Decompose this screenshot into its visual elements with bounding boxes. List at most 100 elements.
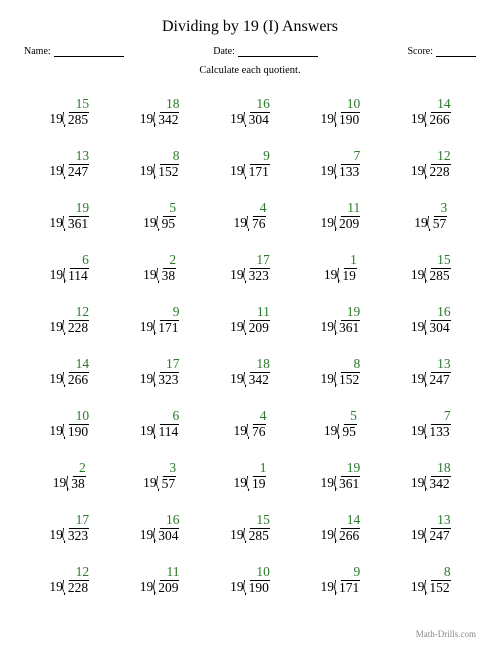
dividend: 285 bbox=[425, 268, 450, 283]
divisor: 19 bbox=[321, 216, 336, 230]
long-division: 919171 bbox=[230, 149, 270, 178]
long-division: 1619304 bbox=[411, 305, 451, 334]
problem: 919171 bbox=[114, 294, 204, 346]
meta-row: Name: Date: Score: bbox=[24, 46, 476, 57]
dividend: 95 bbox=[338, 424, 357, 439]
division-body: 19285 bbox=[230, 528, 270, 543]
dividend: 304 bbox=[154, 528, 179, 543]
problem: 51995 bbox=[114, 190, 204, 242]
long-division: 919171 bbox=[321, 565, 361, 594]
page-title: Dividing by 19 (I) Answers bbox=[24, 18, 476, 36]
quotient: 17 bbox=[140, 357, 180, 371]
dividend: 190 bbox=[335, 112, 360, 127]
quotient: 14 bbox=[49, 357, 89, 371]
long-division: 1419266 bbox=[321, 513, 361, 542]
problem: 21938 bbox=[24, 450, 114, 502]
dividend: 57 bbox=[158, 476, 177, 491]
dividend: 285 bbox=[245, 528, 270, 543]
division-body: 19209 bbox=[321, 216, 361, 231]
quotient: 3 bbox=[414, 201, 447, 215]
long-division: 1919361 bbox=[49, 201, 89, 230]
dividend: 342 bbox=[154, 112, 179, 127]
problem: 1619304 bbox=[114, 502, 204, 554]
dividend: 247 bbox=[425, 372, 450, 387]
division-body: 19323 bbox=[230, 268, 270, 283]
quotient: 4 bbox=[233, 201, 266, 215]
quotient: 5 bbox=[143, 201, 176, 215]
quotient: 3 bbox=[143, 461, 176, 475]
division-body: 19266 bbox=[49, 372, 89, 387]
division-body: 19247 bbox=[49, 164, 89, 179]
quotient: 11 bbox=[140, 565, 180, 579]
dividend: 171 bbox=[335, 580, 360, 595]
long-division: 31957 bbox=[414, 201, 447, 230]
problem: 1819342 bbox=[205, 346, 295, 398]
name-field: Name: bbox=[24, 46, 124, 57]
division-body: 19342 bbox=[140, 112, 180, 127]
dividend: 19 bbox=[338, 268, 357, 283]
long-division: 1319247 bbox=[49, 149, 89, 178]
dividend: 266 bbox=[64, 372, 89, 387]
dividend: 190 bbox=[245, 580, 270, 595]
dividend: 76 bbox=[248, 216, 267, 231]
dividend: 152 bbox=[154, 164, 179, 179]
problem: 11919 bbox=[295, 242, 385, 294]
problem: 1419266 bbox=[295, 502, 385, 554]
divisor: 19 bbox=[321, 580, 336, 594]
dividend: 57 bbox=[429, 216, 448, 231]
long-division: 1719323 bbox=[230, 253, 270, 282]
problem: 1019190 bbox=[205, 554, 295, 606]
dividend: 361 bbox=[64, 216, 89, 231]
quotient: 17 bbox=[230, 253, 270, 267]
dividend: 304 bbox=[425, 320, 450, 335]
problem: 1719323 bbox=[205, 242, 295, 294]
division-body: 1919 bbox=[233, 476, 266, 491]
quotient: 6 bbox=[50, 253, 89, 267]
dividend: 76 bbox=[248, 424, 267, 439]
problem: 619114 bbox=[114, 398, 204, 450]
dividend: 342 bbox=[425, 476, 450, 491]
quotient: 5 bbox=[324, 409, 357, 423]
problem: 619114 bbox=[24, 242, 114, 294]
long-division: 51995 bbox=[143, 201, 176, 230]
problem: 1819342 bbox=[386, 450, 476, 502]
dividend: 228 bbox=[64, 320, 89, 335]
problem: 1319247 bbox=[386, 502, 476, 554]
division-body: 19361 bbox=[49, 216, 89, 231]
quotient: 19 bbox=[321, 461, 361, 475]
quotient: 12 bbox=[49, 565, 89, 579]
division-body: 19209 bbox=[230, 320, 270, 335]
dividend: 361 bbox=[335, 320, 360, 335]
long-division: 41976 bbox=[233, 201, 266, 230]
quotient: 15 bbox=[49, 97, 89, 111]
quotient: 14 bbox=[321, 513, 361, 527]
dividend: 152 bbox=[335, 372, 360, 387]
division-body: 19171 bbox=[230, 164, 270, 179]
divisor: 19 bbox=[321, 320, 336, 334]
problem: 1819342 bbox=[114, 86, 204, 138]
division-body: 19152 bbox=[321, 372, 361, 387]
division-body: 19152 bbox=[411, 580, 451, 595]
long-division: 1119209 bbox=[230, 305, 270, 334]
problem: 31957 bbox=[114, 450, 204, 502]
long-division: 1319247 bbox=[411, 357, 451, 386]
long-division: 1719323 bbox=[49, 513, 89, 542]
long-division: 11919 bbox=[233, 461, 266, 490]
long-division: 619114 bbox=[140, 409, 179, 438]
quotient: 18 bbox=[230, 357, 270, 371]
problem: 1919361 bbox=[295, 450, 385, 502]
long-division: 31957 bbox=[143, 461, 176, 490]
division-body: 19304 bbox=[411, 320, 451, 335]
division-body: 19304 bbox=[230, 112, 270, 127]
quotient: 15 bbox=[230, 513, 270, 527]
dividend: 19 bbox=[248, 476, 267, 491]
long-division: 1719323 bbox=[140, 357, 180, 386]
problem-grid: 1519285181934216193041019190141926613192… bbox=[24, 86, 476, 606]
divisor: 19 bbox=[321, 476, 336, 490]
dividend: 133 bbox=[425, 424, 450, 439]
dividend: 209 bbox=[245, 320, 270, 335]
problem: 1219228 bbox=[24, 554, 114, 606]
division-body: 19228 bbox=[49, 320, 89, 335]
subtitle: Calculate each quotient. bbox=[24, 65, 476, 76]
problem: 1719323 bbox=[114, 346, 204, 398]
